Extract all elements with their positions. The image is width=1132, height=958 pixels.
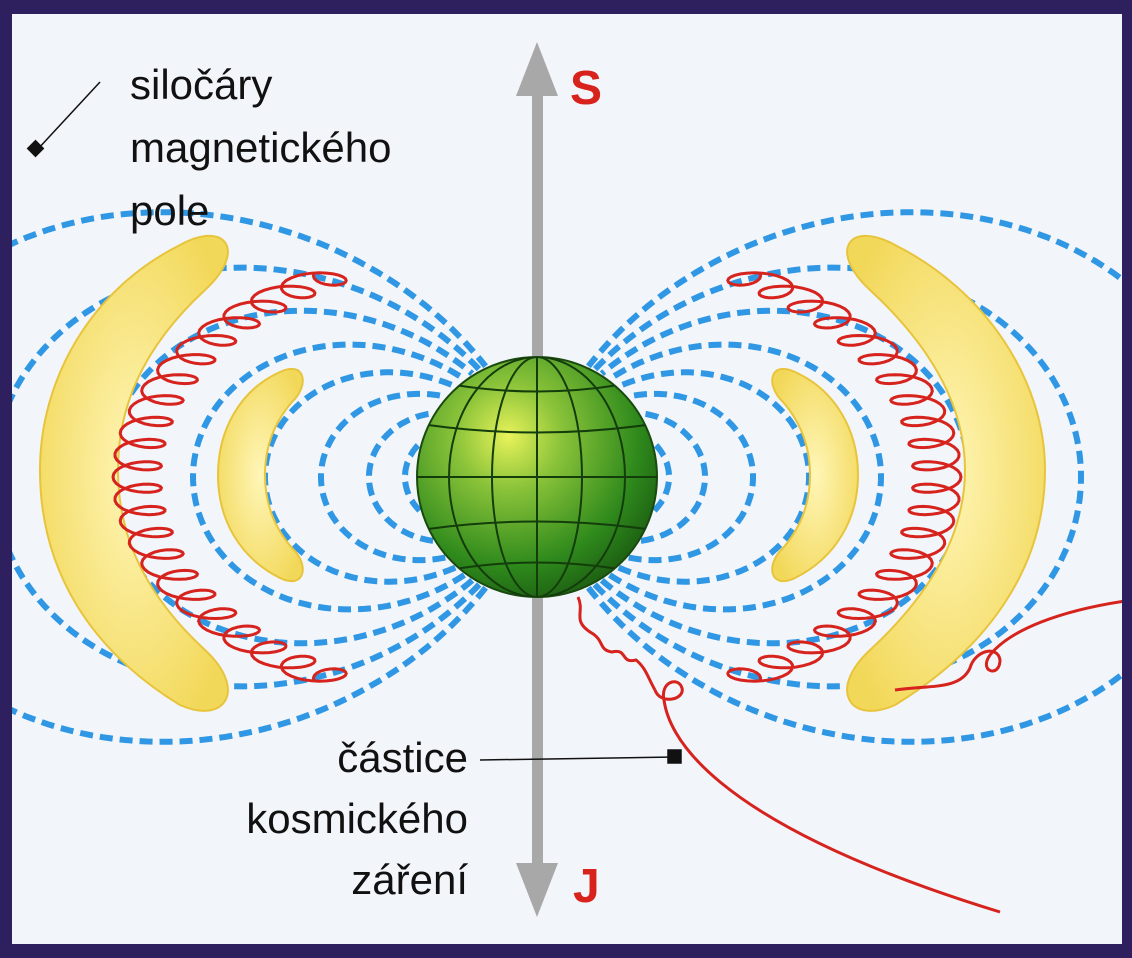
field-lines-label-line1: siločáry — [130, 61, 272, 108]
outer-radiation-belt-right — [726, 234, 1047, 712]
particle-pointer — [479, 756, 676, 761]
particle-label-line2: kosmického — [246, 795, 468, 842]
north-pole-label: S — [570, 62, 602, 115]
field-lines-label-line3: pole — [130, 187, 209, 234]
field-line — [366, 410, 434, 544]
trajectory-loop — [653, 680, 1001, 914]
radiation-belt-icon — [771, 367, 860, 583]
inner-radiation-belt-left — [216, 367, 304, 583]
field-line — [628, 390, 756, 564]
particle-pointer-marker — [667, 749, 682, 764]
particle-label-line3: záření — [351, 856, 468, 903]
particle-spiral-right — [726, 271, 963, 683]
field-line — [402, 441, 423, 513]
trajectory-incoming — [894, 600, 1122, 692]
inner-radiation-belt-right — [771, 367, 860, 583]
field-line — [651, 441, 672, 513]
field-line — [189, 341, 466, 613]
south-pole-label: J — [573, 860, 600, 913]
field-line — [640, 410, 708, 544]
field-lines-label: siločáry magnetického pole — [130, 61, 392, 234]
label-pointers — [26, 81, 682, 764]
axis-arrow-icon — [516, 863, 558, 917]
radiation-belt-icon — [846, 234, 1047, 712]
particle-spiral-left — [111, 271, 348, 683]
particle-label-line1: částice — [337, 734, 468, 781]
trajectory-wiggle — [576, 596, 657, 691]
field-lines-pointer — [36, 81, 101, 151]
particle-label: částice kosmického záření — [246, 734, 468, 903]
earth-globe-icon — [416, 356, 658, 598]
cosmic-particle-trajectory — [576, 596, 1122, 914]
field-line — [608, 341, 885, 613]
field-line — [318, 390, 446, 564]
field-lines-pointer-marker — [26, 139, 45, 158]
outer-radiation-belt-left — [38, 234, 348, 712]
radiation-belt-icon — [38, 234, 229, 712]
radiation-belt-icon — [216, 367, 304, 583]
field-lines-label-line2: magnetického — [130, 124, 392, 171]
axis-arrow-icon — [516, 42, 558, 96]
